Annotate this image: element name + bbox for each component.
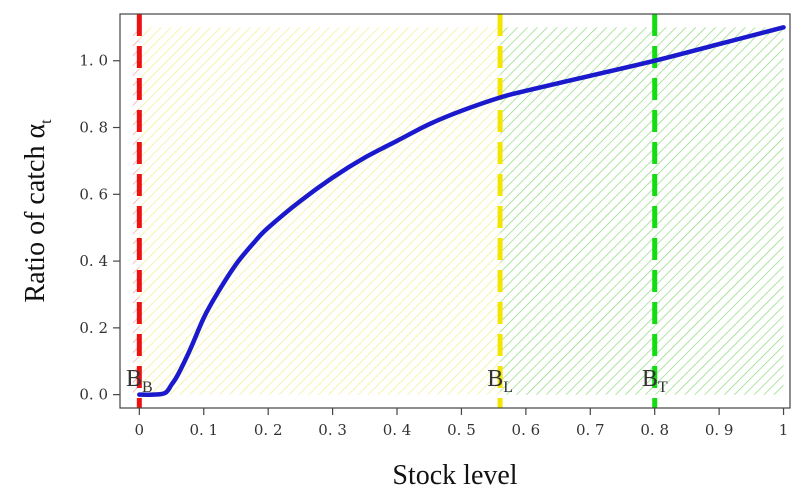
- x-tick-label: 0. 5: [447, 421, 476, 439]
- x-axis-ticks: 0 0. 1 0. 2 0. 3 0. 4 0. 5 0. 6 0. 7 0. 8 0. 9 1: [135, 408, 789, 439]
- x-tick-label: 0. 7: [576, 421, 605, 439]
- y-axis-title: Ratio of catch αt: [20, 119, 55, 303]
- shaded-region-2: [132, 27, 140, 395]
- plot-frame: [119, 13, 791, 409]
- reference-lines: [136, 14, 658, 408]
- shaded-region-0: [139, 27, 501, 395]
- shaded-region-1: [500, 27, 784, 395]
- x-tick-label: 0: [135, 421, 145, 439]
- y-axis-title-main: Ratio of catch α: [20, 124, 51, 303]
- x-axis-title: Stock level: [392, 460, 517, 491]
- x-tick-label: 0. 8: [640, 421, 669, 439]
- y-tick-label: 0. 6: [79, 185, 108, 203]
- reference-label-b: BB: [126, 366, 153, 396]
- x-tick-label: 0. 1: [189, 421, 218, 439]
- series-line-0: [137, 25, 786, 398]
- x-tick-label: 0. 2: [254, 421, 283, 439]
- x-tick-label: 0. 3: [318, 421, 347, 439]
- y-tick-label: 0. 0: [79, 386, 108, 404]
- x-tick-label: 0. 9: [705, 421, 734, 439]
- x-tick-label: 1: [779, 421, 789, 439]
- shaded-regions: [132, 27, 784, 395]
- reference-label-l: BL: [487, 366, 513, 396]
- y-tick-label: 0. 8: [79, 119, 108, 137]
- y-tick-label: 0. 4: [79, 252, 108, 270]
- reference-line-labels: BB BL BT: [126, 366, 668, 396]
- x-tick-label: 0. 6: [512, 421, 541, 439]
- reference-label-t: BT: [642, 366, 668, 396]
- series-layer: [137, 25, 786, 398]
- x-tick-label: 0. 4: [383, 421, 412, 439]
- y-axis-ticks: 0. 0 0. 2 0. 4 0. 6 0. 8 1. 0: [79, 52, 120, 404]
- y-tick-label: 0. 2: [79, 319, 108, 337]
- y-axis-title-subscript: t: [38, 119, 55, 124]
- y-tick-label: 1. 0: [79, 52, 108, 70]
